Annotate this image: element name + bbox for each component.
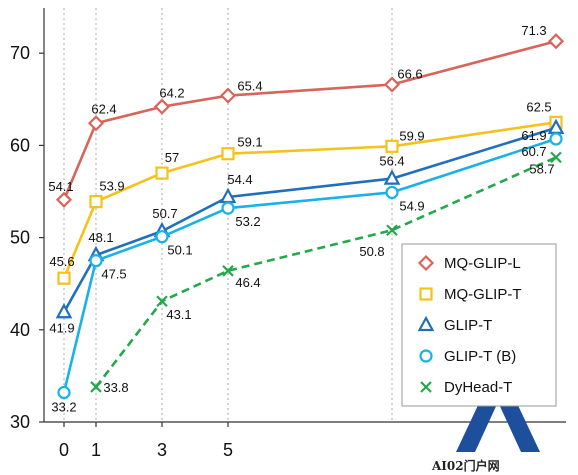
x-tick-label: 0 xyxy=(59,440,69,460)
legend: MQ-GLIP-L MQ-GLIP-T GLIP-T GLIP-T (B) DyHead… xyxy=(401,243,557,407)
legend-label-GLIP-T (B): GLIP-T (B) xyxy=(444,348,516,365)
y-tick-label: 40 xyxy=(10,320,30,340)
legend-marker-GLIP-T (B) xyxy=(419,349,433,363)
data-label-MQ-GLIP-T-10: 59.9 xyxy=(399,128,424,143)
data-label-GLIP-T-5: 54.4 xyxy=(227,172,252,187)
legend-marker-MQ-GLIP-T xyxy=(419,287,433,301)
data-point-GLIP-T (B)-0 xyxy=(57,385,71,400)
data-label-MQ-GLIP-L-10: 66.6 xyxy=(397,67,422,82)
data-point-GLIP-T-0 xyxy=(55,302,73,319)
data-point-MQ-GLIP-L-1 xyxy=(87,115,105,132)
y-tick-label: 70 xyxy=(10,43,30,63)
data-label-DyHead-T-10: 50.8 xyxy=(359,244,384,259)
data-point-GLIP-T (B)-3 xyxy=(155,230,169,244)
data-label-GLIP-T (B)-1: 47.5 xyxy=(101,267,126,282)
legend-label-MQ-GLIP-T: MQ-GLIP-T xyxy=(444,286,522,303)
legend-marker-GLIP-T xyxy=(417,315,435,332)
data-label-GLIP-T (B)-5: 53.2 xyxy=(235,214,260,229)
data-label-MQ-GLIP-L-1: 62.4 xyxy=(91,101,116,116)
data-label-MQ-GLIP-T-0: 45.6 xyxy=(49,254,74,269)
data-label-MQ-GLIP-L-0: 54.1 xyxy=(48,179,73,194)
data-label-DyHead-T-15: 58.7 xyxy=(529,161,554,176)
data-point-MQ-GLIP-L-10 xyxy=(383,76,401,93)
data-label-GLIP-T-3: 50.7 xyxy=(152,206,177,221)
y-tick-label: 50 xyxy=(10,228,30,248)
data-label-DyHead-T-1: 33.8 xyxy=(103,380,128,395)
data-label-MQ-GLIP-T-3: 57 xyxy=(165,150,179,165)
data-point-GLIP-T (B)-1 xyxy=(89,254,103,268)
data-label-GLIP-T-15: 61.9 xyxy=(521,128,546,143)
legend-label-GLIP-T: GLIP-T xyxy=(444,317,492,334)
data-point-MQ-GLIP-L-15 xyxy=(547,33,565,50)
data-label-GLIP-T (B)-15: 60.7 xyxy=(521,144,546,159)
legend-marker-DyHead-T xyxy=(420,381,432,393)
x-tick-label: 5 xyxy=(223,440,233,460)
y-tick-label: 30 xyxy=(10,412,30,432)
data-point-DyHead-T-3 xyxy=(156,295,168,307)
data-label-GLIP-T-10: 56.4 xyxy=(379,154,404,169)
legend-marker-MQ-GLIP-L xyxy=(417,254,435,272)
data-label-GLIP-T-0: 41.9 xyxy=(49,320,74,335)
data-label-MQ-GLIP-T-1: 53.9 xyxy=(99,179,124,194)
data-point-DyHead-T-10 xyxy=(386,224,398,237)
data-label-MQ-GLIP-L-5: 65.4 xyxy=(237,79,262,94)
data-point-MQ-GLIP-T-3 xyxy=(155,166,169,180)
series-layer xyxy=(55,33,565,400)
data-point-GLIP-T-10 xyxy=(383,169,401,185)
series-line-GLIP-T xyxy=(62,126,557,313)
watermark-text: AI02门户网 xyxy=(431,458,500,473)
data-point-MQ-GLIP-T-10 xyxy=(385,139,399,153)
data-labels: 54.1 62.4 64.2 65.4 66.6 71.3 45.6 53.9 57 59.1 59… xyxy=(48,23,554,414)
y-tick-label: 60 xyxy=(10,135,30,155)
x-tick-label: 3 xyxy=(157,440,167,460)
data-label-GLIP-T-1: 48.1 xyxy=(88,230,113,245)
series-line-MQ-GLIP-L xyxy=(62,39,557,201)
data-label-GLIP-T (B)-10: 54.9 xyxy=(399,198,424,213)
data-point-DyHead-T-15 xyxy=(550,151,562,164)
data-point-GLIP-T (B)-15 xyxy=(549,132,563,146)
data-label-DyHead-T-3: 43.1 xyxy=(166,307,191,322)
data-point-DyHead-T-5 xyxy=(222,265,234,277)
data-point-GLIP-T (B)-5 xyxy=(221,201,235,215)
data-label-MQ-GLIP-L-15: 71.3 xyxy=(521,23,546,38)
data-point-MQ-GLIP-L-0 xyxy=(55,191,73,208)
data-point-MQ-GLIP-T-0 xyxy=(57,271,71,285)
data-point-MQ-GLIP-T-5 xyxy=(221,147,235,161)
legend-label-DyHead-T: DyHead-T xyxy=(444,379,512,396)
data-label-GLIP-T (B)-3: 50.1 xyxy=(167,243,192,258)
data-point-GLIP-T (B)-10 xyxy=(385,185,399,200)
series-line-MQ-GLIP-T xyxy=(62,121,557,279)
data-point-DyHead-T-1 xyxy=(90,381,102,393)
data-label-DyHead-T-5: 46.4 xyxy=(235,275,260,290)
data-label-MQ-GLIP-L-3: 64.2 xyxy=(159,86,184,101)
gridlines xyxy=(63,8,393,422)
data-label-GLIP-T (B)-0: 33.2 xyxy=(51,399,76,414)
data-label-MQ-GLIP-T-15: 62.5 xyxy=(526,99,551,114)
data-point-MQ-GLIP-T-1 xyxy=(89,195,103,209)
series-line-DyHead-T xyxy=(94,156,557,388)
watermark-logo-icon xyxy=(456,384,540,452)
data-point-MQ-GLIP-L-3 xyxy=(153,98,171,115)
data-point-MQ-GLIP-L-5 xyxy=(219,87,237,104)
legend-label-MQ-GLIP-L: MQ-GLIP-L xyxy=(444,255,521,272)
series-line-GLIP-T (B) xyxy=(62,137,557,393)
x-tick-label: 1 xyxy=(91,440,101,460)
data-label-MQ-GLIP-T-5: 59.1 xyxy=(237,135,262,150)
